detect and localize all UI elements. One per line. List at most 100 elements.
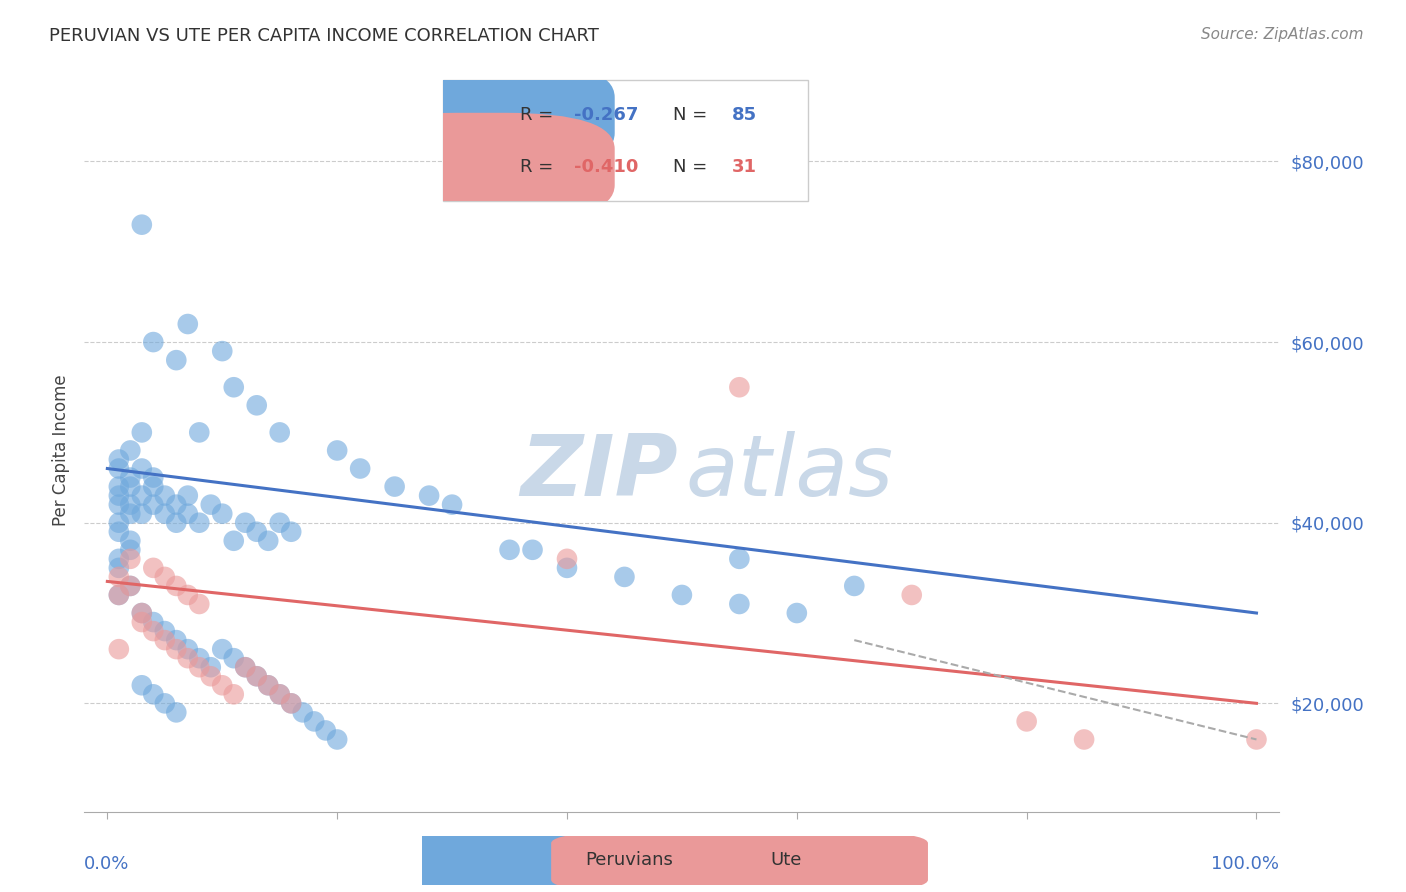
Point [108,561,131,575]
Point [177,507,200,521]
FancyBboxPatch shape [366,829,742,892]
Text: 0.0%: 0.0% [84,855,129,873]
Point [165,353,187,368]
Text: R =: R = [520,158,558,176]
Point [120,443,142,458]
Point [555,551,578,566]
Point [246,669,269,683]
Text: 100.0%: 100.0% [1212,855,1279,873]
Text: Ute: Ute [770,851,801,870]
Point [131,425,153,440]
Text: ZIP: ZIP [520,431,678,514]
Point [522,542,544,557]
Point [222,687,245,701]
Point [120,551,142,566]
Point [441,498,464,512]
Point [280,696,302,710]
Point [108,480,131,494]
Point [131,606,153,620]
Point [108,461,131,475]
Point [108,516,131,530]
Point [291,706,314,720]
Text: atlas: atlas [686,431,893,514]
Point [257,533,280,548]
Point [142,624,165,639]
FancyBboxPatch shape [347,112,614,221]
Text: R =: R = [520,106,558,124]
Point [269,425,291,440]
Point [900,588,922,602]
Point [165,706,187,720]
Text: -0.410: -0.410 [575,158,638,176]
Point [108,452,131,467]
Point [131,461,153,475]
Point [131,489,153,503]
Point [142,687,165,701]
Point [131,606,153,620]
Point [108,642,131,657]
Point [177,317,200,331]
Point [1073,732,1095,747]
Point [120,579,142,593]
Point [177,651,200,665]
Text: N =: N = [673,158,713,176]
Point [165,579,187,593]
Point [131,678,153,692]
Point [786,606,808,620]
Point [246,669,269,683]
Point [384,480,406,494]
Point [142,480,165,494]
Point [120,498,142,512]
Point [131,218,153,232]
Point [326,732,349,747]
Point [142,470,165,484]
Text: 31: 31 [731,158,756,176]
Point [153,507,176,521]
Point [120,533,142,548]
Point [131,507,153,521]
Point [153,624,176,639]
Point [131,615,153,629]
Point [120,507,142,521]
Text: Peruvians: Peruvians [585,851,672,870]
Point [142,498,165,512]
Point [142,615,165,629]
Point [165,516,187,530]
Point [257,678,280,692]
Point [177,642,200,657]
Point [211,642,233,657]
Point [671,588,693,602]
Point [165,498,187,512]
Point [233,660,256,674]
Text: PERUVIAN VS UTE PER CAPITA INCOME CORRELATION CHART: PERUVIAN VS UTE PER CAPITA INCOME CORREL… [49,27,599,45]
Point [120,579,142,593]
Point [728,551,751,566]
Point [728,597,751,611]
Point [108,489,131,503]
Point [233,660,256,674]
Point [211,344,233,359]
Point [165,642,187,657]
Point [188,660,211,674]
Point [188,651,211,665]
Point [257,678,280,692]
Point [418,489,440,503]
Point [200,669,222,683]
Point [108,570,131,584]
Point [349,461,371,475]
Point [280,696,302,710]
Point [108,588,131,602]
Point [120,470,142,484]
Point [120,480,142,494]
Point [844,579,866,593]
Point [211,507,233,521]
Text: Source: ZipAtlas.com: Source: ZipAtlas.com [1201,27,1364,42]
FancyBboxPatch shape [443,80,808,201]
Point [153,489,176,503]
Point [302,714,325,729]
Point [165,633,187,648]
Point [108,551,131,566]
Point [177,588,200,602]
Point [222,651,245,665]
Point [280,524,302,539]
